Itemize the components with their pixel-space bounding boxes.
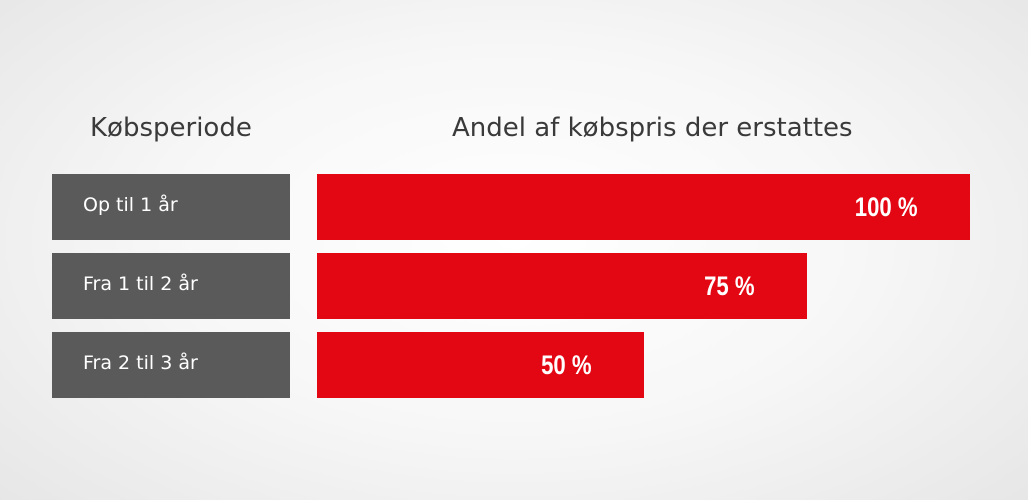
bar: 75 % <box>317 253 807 319</box>
category-column-header: Købsperiode <box>90 113 252 143</box>
bar: 50 % <box>317 332 644 398</box>
category-label: Fra 1 til 2 år <box>52 253 290 319</box>
bar-value-label: 100 % <box>855 192 918 222</box>
bar: 100 % <box>317 174 970 240</box>
value-column-header: Andel af købspris der erstattes <box>452 113 853 143</box>
bar-value-label: 75 % <box>704 271 755 301</box>
category-label: Fra 2 til 3 år <box>52 332 290 398</box>
category-label: Op til 1 år <box>52 174 290 240</box>
bar-value-label: 50 % <box>541 350 592 380</box>
